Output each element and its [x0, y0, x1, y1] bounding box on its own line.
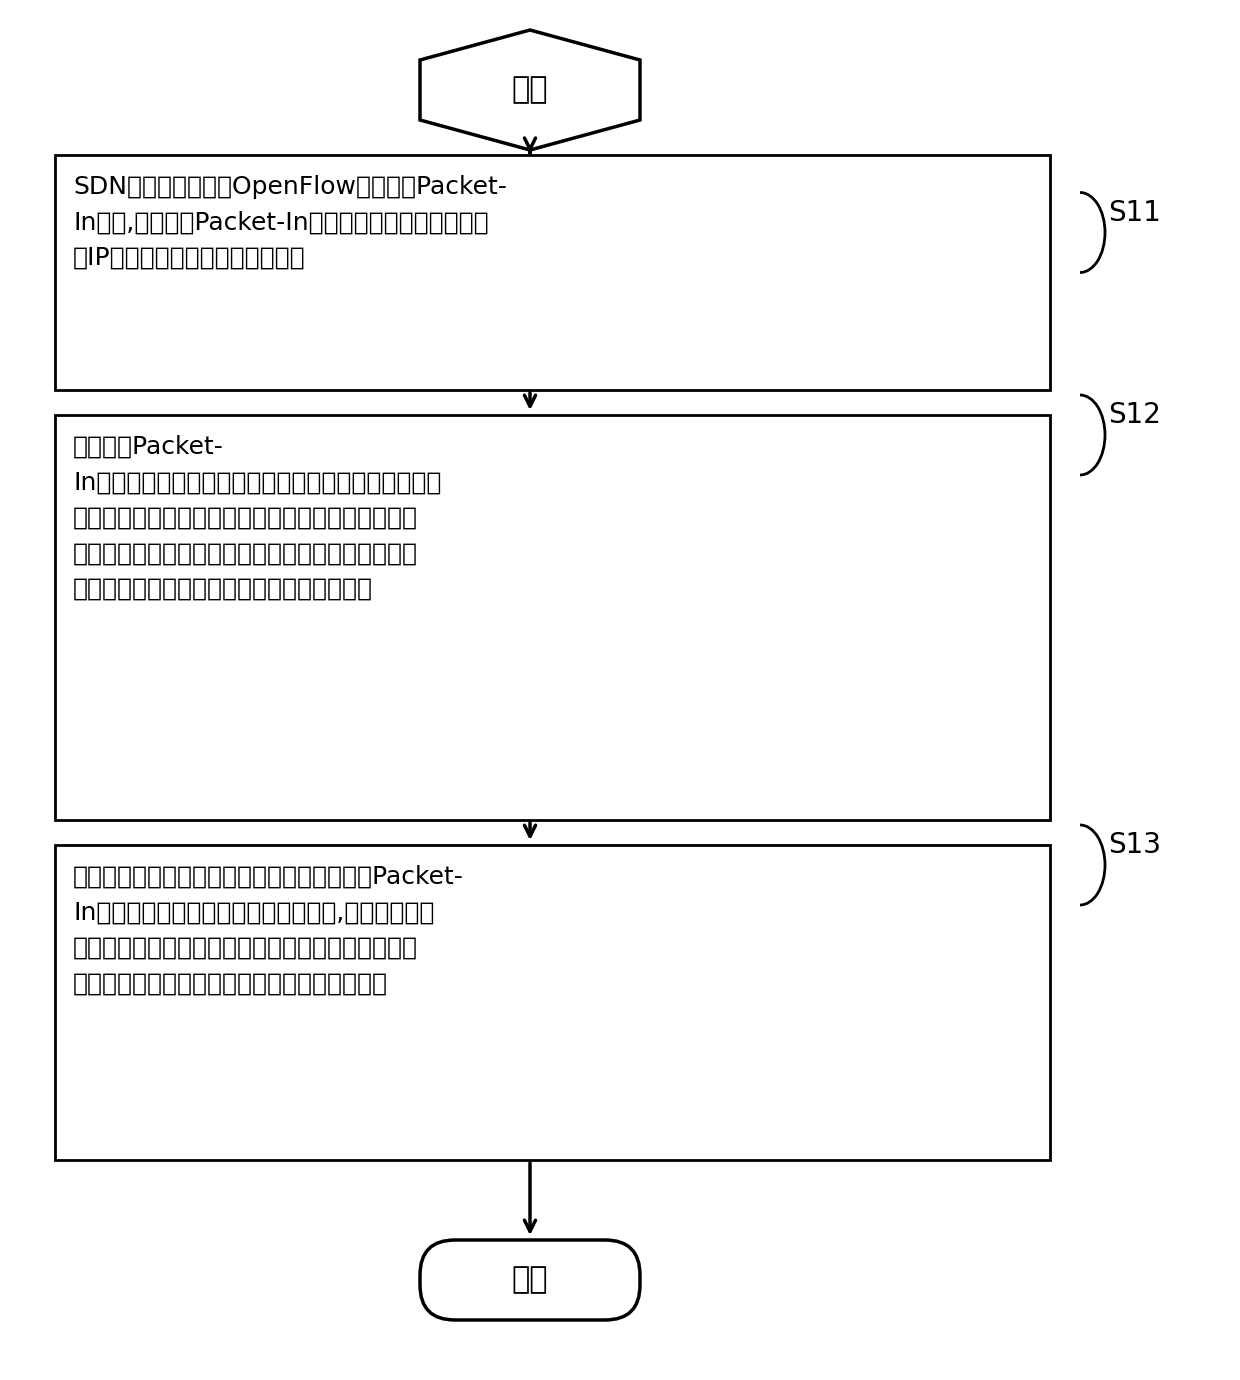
Text: SDN控制器监听来自OpenFlow交换机的Packet-
In消息,并从所述Packet-In消息中提取相关的远程节点
的IP地址，端口和传输协议信息；: SDN控制器监听来自OpenFlow交换机的Packet- In消息,并从所述P… — [73, 175, 507, 270]
Text: S11: S11 — [1109, 199, 1161, 226]
Text: 结束: 结束 — [512, 1265, 548, 1294]
Text: 确定所述Packet-
In消息是否涉及区域链中任何受保护的节点，如果所述
消息与区域链中的任何受保护的节点均不涉及，则将
所述消息转发出去；否则，则在预设置的: 确定所述Packet- In消息是否涉及区域链中任何受保护的节点，如果所述 消息… — [73, 435, 441, 600]
Text: S13: S13 — [1109, 831, 1161, 858]
Bar — [55, 415, 1050, 820]
Bar — [55, 845, 1050, 1161]
Bar — [55, 155, 1050, 391]
Text: 开始: 开始 — [512, 76, 548, 105]
Text: S12: S12 — [1109, 402, 1161, 429]
Text: 如果检索结果为不存在匹配项目，则根据所述Packet-
In消息生成新项目并将其附加到灰名单,并将该消息转
发出去；如果检索结果为存在匹配项目，则根据所述
匹配: 如果检索结果为不存在匹配项目，则根据所述Packet- In消息生成新项目并将其… — [73, 865, 464, 995]
